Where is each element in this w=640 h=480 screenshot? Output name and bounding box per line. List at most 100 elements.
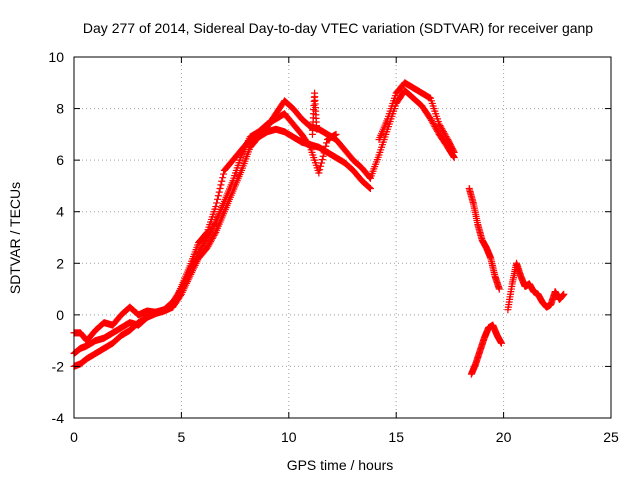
data-point-marker — [560, 290, 568, 298]
data-point-marker — [497, 339, 505, 347]
data-point-marker — [205, 230, 213, 238]
data-point-marker — [210, 231, 218, 239]
x-tick-label: 20 — [496, 429, 512, 445]
data-point-marker — [219, 174, 227, 182]
data-point-marker — [431, 123, 439, 131]
data-point-marker — [203, 244, 211, 252]
data-point-marker — [427, 115, 435, 123]
data-point-marker — [201, 238, 209, 246]
data-point-marker — [315, 169, 323, 177]
data-point-marker — [205, 241, 213, 249]
data-point-marker — [203, 234, 211, 241]
data-point-marker — [433, 127, 441, 135]
data-point-marker — [366, 184, 374, 192]
data-point-marker — [365, 183, 373, 191]
series-arc-evening-low — [467, 321, 505, 378]
data-point-marker — [209, 223, 217, 231]
y-tick-label: 2 — [56, 255, 64, 271]
data-point-marker — [200, 240, 208, 248]
data-point-marker — [323, 139, 331, 147]
data-point-marker — [214, 192, 222, 200]
x-tick-label: 15 — [388, 429, 404, 445]
x-tick-label: 5 — [178, 429, 186, 445]
y-tick-label: -4 — [52, 410, 65, 426]
data-point-marker — [332, 130, 340, 138]
y-tick-label: -2 — [52, 358, 65, 374]
data-point-marker — [319, 152, 327, 160]
y-tick-label: 0 — [56, 307, 64, 323]
chart-title: Day 277 of 2014, Sidereal Day-to-day VTE… — [83, 20, 593, 36]
tick-labels: 0 5 10 15 20 25 -4 -2 0 2 4 6 8 10 — [48, 49, 619, 445]
data-point-marker — [439, 128, 447, 136]
y-tick-label: 4 — [56, 204, 64, 220]
data-point-marker — [437, 123, 445, 131]
axes — [73, 56, 612, 419]
data-point-marker — [432, 124, 440, 132]
data-point-marker — [206, 239, 214, 247]
data-point-marker — [435, 120, 443, 128]
data-point-marker — [441, 131, 449, 139]
data-point-marker — [321, 146, 329, 154]
data-point-marker — [305, 142, 313, 150]
data-point-marker — [439, 126, 447, 134]
data-point-marker — [211, 230, 219, 238]
data-point-marker — [201, 237, 209, 245]
data-point-marker — [318, 156, 326, 164]
data-point-marker — [209, 233, 217, 241]
data-point-marker — [210, 221, 218, 229]
data-point-marker — [450, 147, 458, 155]
data-point-marker — [320, 149, 328, 157]
data-point-marker — [428, 118, 436, 126]
x-tick-label: 25 — [603, 429, 619, 445]
data-point-marker — [213, 199, 221, 207]
data-point-marker — [198, 243, 206, 251]
data-point-marker — [366, 173, 374, 181]
series-spike-11 — [308, 89, 321, 138]
y-axis-label: SDTVAR / TECUs — [7, 182, 23, 294]
data-point-marker — [218, 177, 226, 185]
series-arc-night — [504, 259, 568, 314]
data-point-marker — [197, 244, 205, 252]
y-tick-label: 6 — [56, 152, 64, 168]
data-point-marker — [216, 185, 224, 193]
data-point-marker — [207, 238, 215, 246]
y-tick-label: 8 — [56, 101, 64, 117]
data-point-marker — [317, 159, 325, 167]
data-point-marker — [207, 236, 215, 244]
y-tick-label: 10 — [48, 49, 64, 65]
data-point-marker — [366, 185, 374, 193]
data-point-marker — [313, 125, 321, 133]
data-point-marker — [217, 181, 225, 189]
data-point-marker — [206, 229, 214, 237]
data-point-marker — [433, 126, 441, 134]
data-point-marker — [436, 122, 444, 130]
x-tick-label: 0 — [70, 429, 78, 445]
plot-frame — [73, 56, 612, 419]
data-point-marker — [195, 249, 203, 257]
data-point-marker — [215, 188, 223, 196]
data-point-marker — [438, 125, 446, 133]
data-point-marker — [316, 166, 324, 174]
data-point-marker — [429, 120, 437, 128]
data-point-marker — [211, 220, 219, 228]
data-point-marker — [442, 132, 450, 140]
data-point-marker — [204, 242, 212, 250]
data-point-marker — [212, 203, 220, 211]
data-point-marker — [440, 129, 448, 137]
series-arc-evening — [465, 185, 503, 293]
x-axis-label: GPS time / hours — [287, 457, 394, 473]
data-point-marker — [213, 195, 221, 203]
data-point-marker — [450, 148, 458, 156]
data-point-marker — [208, 224, 216, 232]
data-point-marker — [196, 246, 204, 254]
data-point-marker — [220, 170, 228, 178]
x-tick-label: 10 — [281, 429, 297, 445]
data-point-marker — [208, 235, 216, 243]
data-point-marker — [322, 142, 330, 150]
data-point-marker — [195, 247, 203, 255]
data-point-marker — [427, 116, 435, 124]
data-point-marker — [317, 162, 325, 170]
